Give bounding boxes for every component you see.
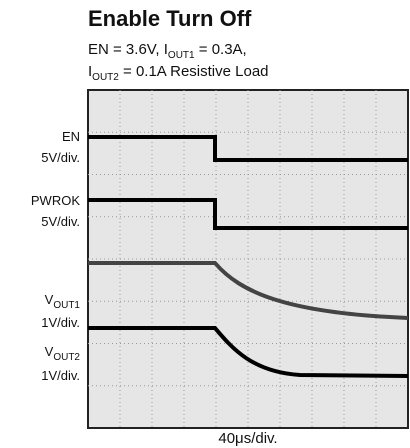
channel-labels: EN 5V/div. PWROK 5V/div. VOUT1 1V/div. V… [31,129,81,383]
text: EN = 3.6V, I [88,41,168,58]
grid [88,90,408,428]
channel-scale: 5V/div. [41,150,80,165]
subscript: OUT2 [53,352,80,363]
subtitle-line: EN = 3.6V, IOUT1 = 0.3A, [88,41,247,61]
text: I [88,63,92,80]
channel-name: EN [62,129,80,144]
subscript: OUT2 [92,72,119,83]
subscript: OUT1 [168,50,195,61]
x-label: 40μs/div. [218,430,277,447]
channel-name: VOUT1 [45,292,81,311]
text: = 0.3A, [195,41,247,58]
traces [88,135,409,378]
trace-en [88,135,408,162]
channel-scale: 5V/div. [41,214,80,229]
trace-vout1 [88,261,409,320]
text: V [45,344,54,359]
subscript: OUT1 [53,300,80,311]
channel-scale: 1V/div. [41,315,80,330]
channel-name: PWROK [31,193,80,208]
title: Enable Turn Off [88,6,252,31]
channel-scale: 1V/div. [41,368,80,383]
text: PWROK [31,193,80,208]
channel-name: VOUT2 [45,344,81,363]
text: = 0.1A Resistive Load [119,63,269,80]
text: V [45,292,54,307]
subtitle-line: IOUT2 = 0.1A Resistive Load [88,63,269,83]
trace-pwrok [88,198,408,230]
trace-vout2 [88,326,409,378]
text: EN [62,129,80,144]
